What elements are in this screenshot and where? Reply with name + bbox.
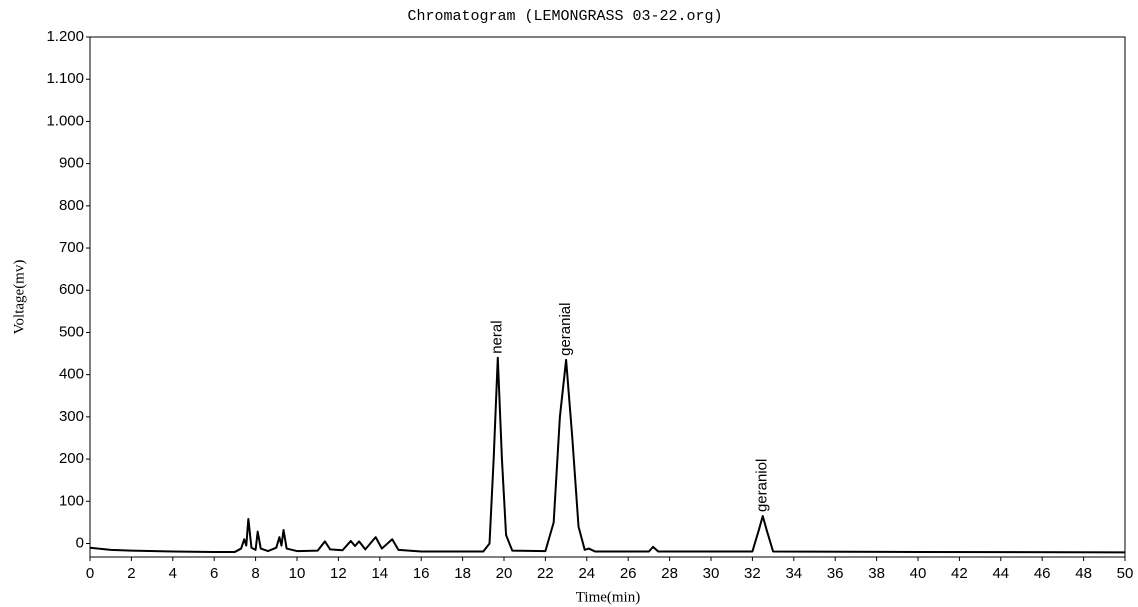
y-tick-label: 0 bbox=[76, 534, 84, 551]
x-tick-label: 28 bbox=[661, 565, 678, 582]
y-tick-label: 1.200 bbox=[46, 28, 84, 45]
x-tick-label: 18 bbox=[454, 565, 471, 582]
x-tick-label: 34 bbox=[785, 565, 802, 582]
x-tick-label: 10 bbox=[289, 565, 306, 582]
x-tick-label: 44 bbox=[992, 565, 1009, 582]
x-tick-label: 8 bbox=[251, 565, 259, 582]
x-tick-label: 32 bbox=[744, 565, 761, 582]
x-tick-label: 26 bbox=[620, 565, 637, 582]
chart-title: Chromatogram (LEMONGRASS 03-22.org) bbox=[407, 8, 722, 25]
x-tick-label: 22 bbox=[537, 565, 554, 582]
y-axis-label: Voltage(mv) bbox=[11, 260, 27, 335]
x-tick-label: 50 bbox=[1117, 565, 1134, 582]
x-tick-label: 0 bbox=[86, 565, 94, 582]
y-tick-label: 900 bbox=[59, 155, 84, 172]
y-tick-label: 300 bbox=[59, 408, 84, 425]
x-tick-label: 42 bbox=[951, 565, 968, 582]
y-tick-label: 400 bbox=[59, 366, 84, 383]
peak-annotation: geranial bbox=[557, 303, 574, 356]
x-tick-label: 48 bbox=[1075, 565, 1092, 582]
x-axis-label: Time(min) bbox=[576, 589, 640, 605]
peak-annotation: geraniol bbox=[754, 459, 771, 512]
y-tick-label: 100 bbox=[59, 492, 84, 509]
y-tick-label: 1.000 bbox=[46, 112, 84, 129]
y-tick-label: 800 bbox=[59, 197, 84, 214]
x-tick-label: 38 bbox=[868, 565, 885, 582]
peak-annotation: neral bbox=[489, 320, 506, 353]
y-tick-label: 200 bbox=[59, 450, 84, 467]
y-tick-label: 700 bbox=[59, 239, 84, 256]
x-tick-label: 16 bbox=[413, 565, 430, 582]
trace-line bbox=[89, 356, 1126, 554]
y-tick-label: 1.100 bbox=[46, 70, 84, 87]
x-tick-label: 36 bbox=[827, 565, 844, 582]
y-tick-label: 500 bbox=[59, 323, 84, 340]
x-tick-label: 20 bbox=[496, 565, 513, 582]
x-tick-label: 14 bbox=[371, 565, 388, 582]
x-tick-label: 30 bbox=[703, 565, 720, 582]
x-tick-label: 46 bbox=[1034, 565, 1051, 582]
x-tick-label: 12 bbox=[330, 565, 347, 582]
x-tick-label: 2 bbox=[127, 565, 135, 582]
x-tick-label: 6 bbox=[210, 565, 218, 582]
plot-frame bbox=[89, 36, 1126, 558]
x-tick-label: 4 bbox=[169, 565, 177, 582]
y-tick-label: 600 bbox=[59, 281, 84, 298]
x-tick-label: 40 bbox=[910, 565, 927, 582]
x-tick-label: 24 bbox=[578, 565, 595, 582]
